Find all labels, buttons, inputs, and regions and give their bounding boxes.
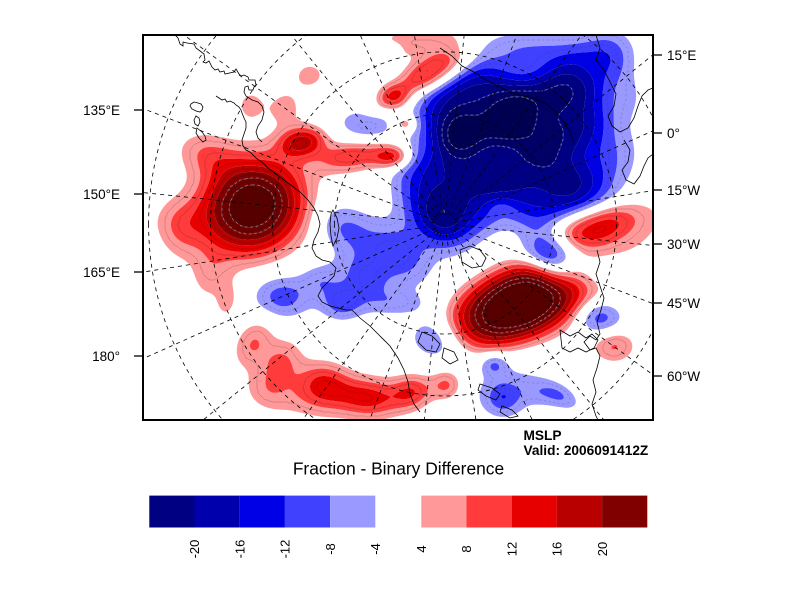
svg-text:-4: -4 (368, 543, 383, 555)
svg-text:30°W: 30°W (667, 237, 700, 252)
svg-text:Fraction - Binary Difference: Fraction - Binary Difference (293, 459, 504, 479)
svg-text:4: 4 (414, 545, 429, 552)
svg-text:20: 20 (595, 542, 610, 556)
svg-text:8: 8 (459, 545, 474, 552)
svg-text:135°E: 135°E (83, 103, 120, 118)
svg-text:-20: -20 (187, 540, 202, 559)
svg-text:MSLP: MSLP (524, 428, 562, 443)
svg-text:-16: -16 (232, 540, 247, 559)
svg-text:60°W: 60°W (667, 369, 700, 384)
svg-text:180°: 180° (92, 349, 120, 364)
svg-text:-12: -12 (278, 540, 293, 559)
svg-text:0°: 0° (667, 126, 680, 141)
svg-text:-8: -8 (323, 543, 338, 555)
svg-text:12: 12 (504, 542, 519, 556)
svg-text:165°E: 165°E (83, 265, 120, 280)
svg-text:45°W: 45°W (667, 296, 700, 311)
svg-text:Valid: 2006091412Z: Valid: 2006091412Z (524, 443, 649, 458)
svg-text:150°E: 150°E (83, 187, 120, 202)
svg-text:15°W: 15°W (667, 183, 700, 198)
svg-text:15°E: 15°E (667, 48, 696, 63)
svg-text:16: 16 (550, 542, 565, 556)
